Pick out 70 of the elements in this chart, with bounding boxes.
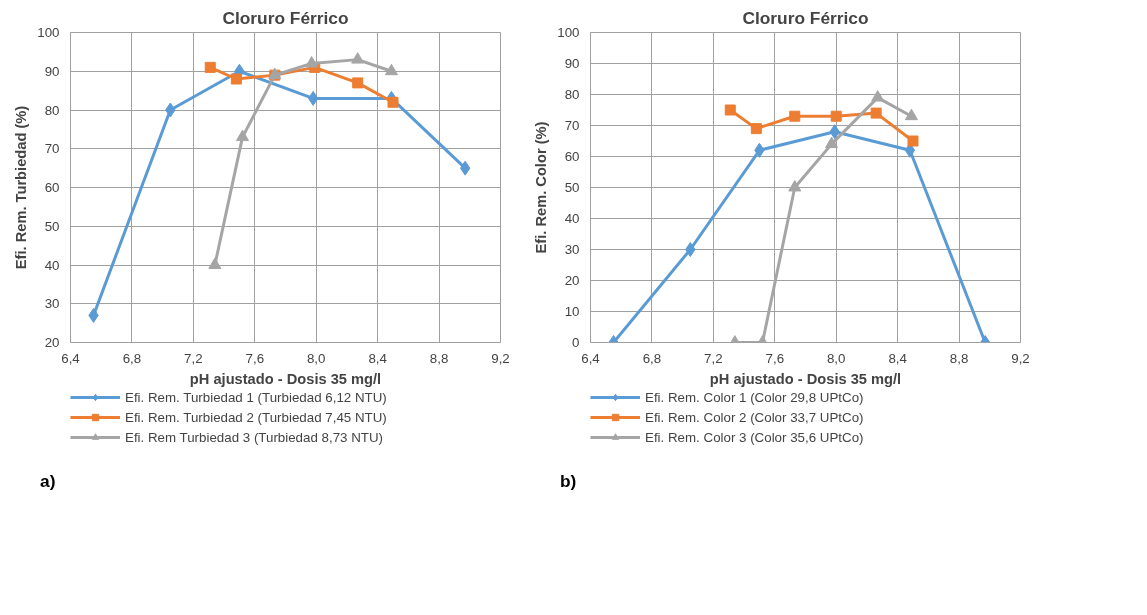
x-axis-title: pH ajustado - Dosis 35 mg/l	[189, 370, 382, 387]
legend-label: Efi. Rem. Color 2 (Color 33,7 UPtCo)	[645, 409, 864, 425]
x-tick-label: 6,4	[61, 350, 81, 366]
y-tick-label: 20	[44, 335, 60, 350]
point	[870, 107, 882, 119]
x-tick-label: 7,2	[704, 350, 723, 366]
x-tick-label: 8,0	[826, 350, 846, 366]
point	[825, 136, 839, 149]
point	[305, 56, 319, 68]
legend-label: Efi. Rem. Color 3 (Color 35,6 UPtCo)	[645, 429, 864, 445]
y-tick-label: 70	[44, 141, 60, 157]
point	[236, 129, 249, 142]
y-tick-label: 0	[572, 335, 580, 350]
x-tick-label: 7,6	[245, 350, 265, 366]
x-tick-label: 8,8	[429, 350, 449, 366]
point	[307, 90, 319, 106]
y-tick-label: 70	[564, 118, 580, 133]
y-tick-label: 30	[44, 296, 60, 312]
legend-label: Efi. Rem Turbiedad 3 (Turbiedad 8,73 NTU)	[125, 429, 384, 445]
point	[789, 110, 801, 122]
y-tick-label: 60	[44, 180, 60, 195]
point	[204, 61, 216, 73]
text: b)	[560, 470, 577, 493]
point	[750, 123, 762, 135]
point	[830, 110, 842, 122]
x-tick-label: 9,2	[491, 350, 510, 366]
x-tick-label: 9,2	[1011, 350, 1030, 366]
point	[387, 96, 399, 108]
y-tick-label: 90	[564, 56, 580, 71]
legend-label: Efi. Rem. Turbiedad 2 (Turbiedad 7,45 NTU)	[125, 409, 387, 425]
point	[724, 104, 736, 116]
y-axis-title: Efi. Rem. Turbiedad (%)	[13, 105, 30, 270]
text: a)	[40, 470, 56, 493]
y-tick-label: 30	[564, 242, 580, 257]
y-tick-label: 50	[44, 218, 60, 234]
y-axis-title: Efi. Rem. Color (%)	[533, 121, 550, 254]
y-tick-label: 60	[564, 149, 580, 164]
point	[788, 180, 802, 192]
x-tick-label: 6,4	[581, 350, 601, 366]
x-tick-label: 7,2	[184, 350, 203, 366]
y-tick-label: 50	[564, 180, 580, 195]
legend-label: Efi. Rem. Color 1 (Color 29,8 UPtCo)	[645, 389, 864, 405]
chart-title: Cloruro Férrico	[742, 7, 869, 28]
y-tick-label: 90	[44, 63, 60, 79]
y-tick-label: 100	[37, 25, 60, 40]
point	[230, 73, 242, 85]
point	[208, 257, 222, 269]
x-tick-label: 8,0	[306, 350, 326, 366]
y-tick-label: 20	[564, 273, 580, 288]
x-tick-label: 6,8	[642, 350, 662, 366]
chart-title: Cloruro Férrico	[222, 7, 349, 28]
x-tick-label: 8,4	[888, 350, 908, 366]
point	[904, 108, 918, 121]
point	[384, 63, 398, 76]
y-tick-label: 80	[44, 102, 60, 118]
y-tick-label: 10	[564, 304, 580, 319]
y-tick-label: 40	[44, 257, 60, 273]
point	[871, 90, 885, 102]
x-tick-label: 6,8	[122, 350, 142, 366]
x-tick-label: 8,8	[949, 350, 969, 366]
y-tick-label: 100	[557, 25, 580, 40]
y-tick-label: 40	[564, 211, 580, 226]
x-tick-label: 8,4	[368, 350, 388, 366]
legend-label: Efi. Rem. Turbiedad 1 (Turbiedad 6,12 NTU)	[125, 389, 387, 405]
y-tick-label: 80	[564, 87, 580, 102]
x-axis-title: pH ajustado - Dosis 35 mg/l	[709, 370, 902, 387]
point	[352, 77, 364, 89]
point	[351, 52, 365, 64]
point	[907, 135, 919, 147]
x-tick-label: 7,6	[765, 350, 785, 366]
